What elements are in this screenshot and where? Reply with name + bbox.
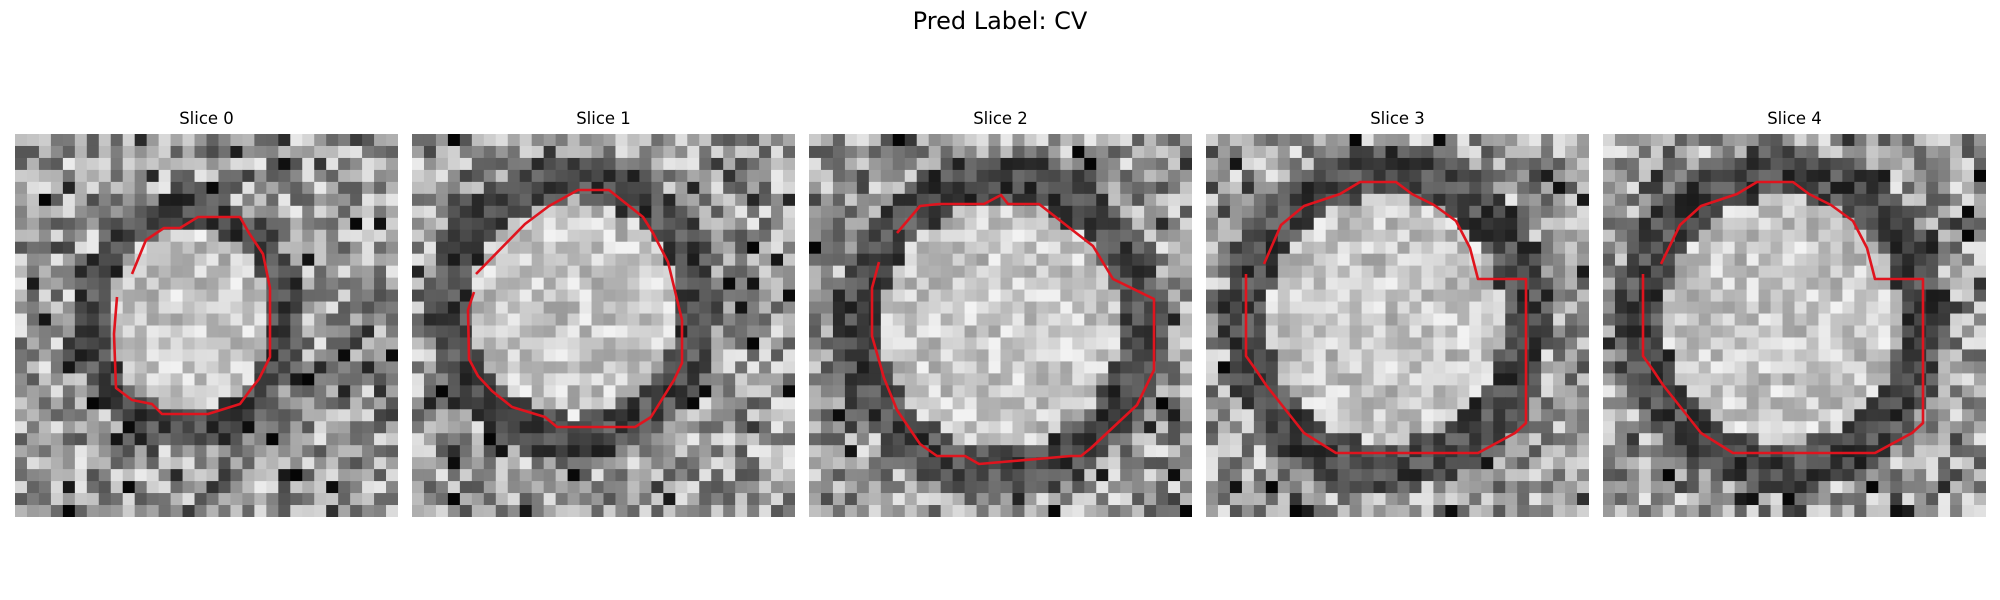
- slice-title-0: Slice 0: [179, 109, 234, 128]
- slice-title-3: Slice 3: [1370, 109, 1425, 128]
- segmentation-contour-1: [466, 188, 684, 429]
- slice-image-3: [1206, 134, 1589, 517]
- slice-title-2: Slice 2: [973, 109, 1028, 128]
- segmentation-contour-3: [1244, 180, 1528, 455]
- slice-panel-1: Slice 1: [412, 108, 795, 517]
- slice-image-4: [1603, 134, 1986, 517]
- slice-panel-4: Slice 4: [1603, 108, 1986, 517]
- segmentation-contour-0: [112, 215, 272, 416]
- segmentation-contour-4: [1641, 180, 1925, 455]
- slice-image-1: [412, 134, 795, 517]
- slice-pixels-0: [15, 134, 398, 517]
- slice-panel-2: Slice 2: [809, 108, 1192, 517]
- slice-image-2: [809, 134, 1192, 517]
- slice-image-0: [15, 134, 398, 517]
- slice-panel-3: Slice 3: [1206, 108, 1589, 517]
- slice-pixels-3: [1206, 134, 1589, 517]
- slice-title-4: Slice 4: [1767, 109, 1822, 128]
- slice-title-1: Slice 1: [576, 109, 631, 128]
- slice-pixels-2: [809, 134, 1192, 517]
- segmentation-contour-2: [870, 193, 1156, 466]
- slice-panel-0: Slice 0: [15, 108, 398, 517]
- figure-title: Pred Label: CV: [912, 7, 1088, 35]
- slice-pixels-4: [1603, 134, 1986, 517]
